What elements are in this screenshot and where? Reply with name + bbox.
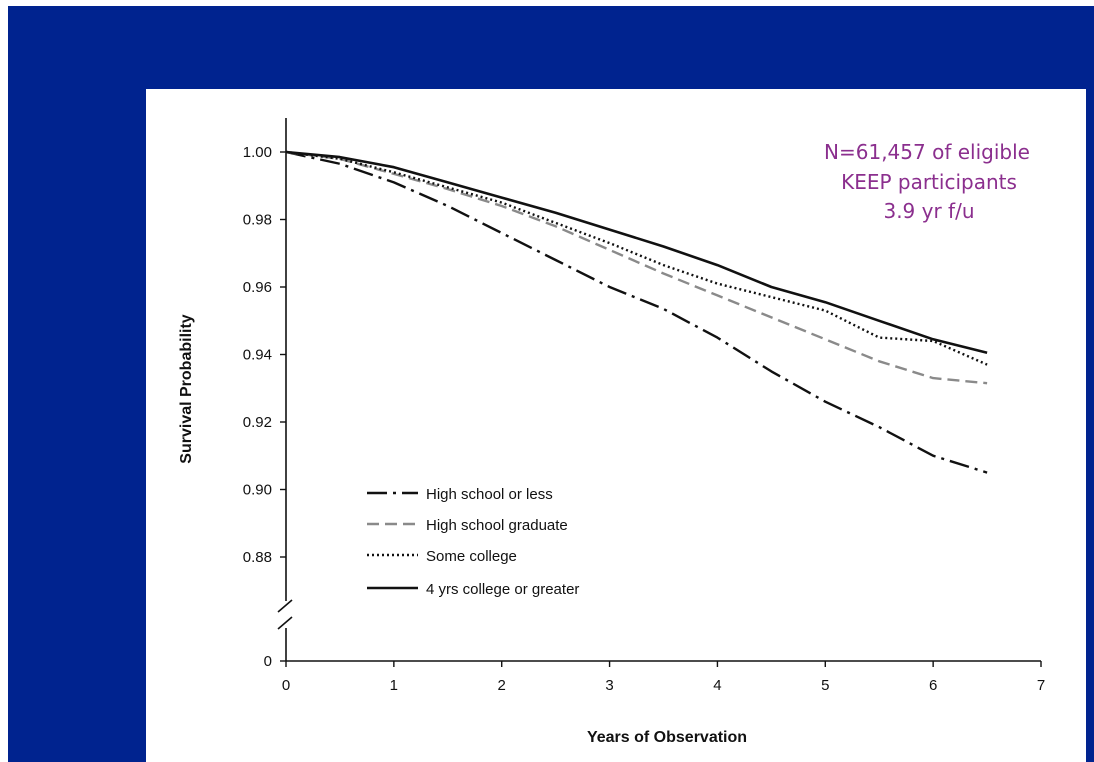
series-line-high-school-graduate [285, 150, 988, 385]
x-tick-label-3: 3 [605, 677, 613, 694]
chart-panel [146, 89, 1086, 762]
y-tick-label-0.92: 0.92 [243, 414, 272, 431]
annotation-line-1: N=61,457 of eligible [824, 140, 1030, 164]
axis-break-mark-1 [277, 599, 293, 613]
x-tick-label-7: 7 [1037, 677, 1045, 694]
annotation-line-3: 3.9 yr f/u [883, 199, 974, 223]
y-tick-label-0.94: 0.94 [243, 347, 272, 364]
axes [277, 118, 1041, 662]
ticks: 0 1 2 3 4 5 6 7 0 0.88 0.90 0.92 0.94 0.96 0.98 1.00 [243, 144, 1045, 694]
y-tick-label-0.88: 0.88 [243, 549, 272, 566]
axis-break-mark-2 [277, 616, 293, 630]
y-tick-label-0.90: 0.90 [243, 482, 272, 499]
legend-label-4yr-college: 4 yrs college or greater [426, 581, 579, 598]
y-tick-label-1.00: 1.00 [243, 144, 272, 161]
x-tick-label-5: 5 [821, 677, 829, 694]
x-tick-label-6: 6 [929, 677, 937, 694]
annotation-line-2: KEEP participants [841, 170, 1017, 194]
legend-label-some-college: Some college [426, 548, 517, 565]
series-line-4-yrs-college-or-greater [285, 150, 988, 355]
x-tick-label-4: 4 [713, 677, 721, 694]
y-tick-label-0.98: 0.98 [243, 212, 272, 229]
x-axis-title: Years of Observation [587, 729, 747, 746]
legend: High school or less High school graduate… [367, 486, 579, 598]
x-tick-label-0: 0 [282, 677, 290, 694]
legend-label-hs-or-less: High school or less [426, 486, 553, 503]
series-line-some-college [285, 150, 988, 366]
y-axis-title: Survival Probability [178, 314, 195, 463]
series [285, 150, 988, 474]
y-tick-label-0.96: 0.96 [243, 279, 272, 296]
x-tick-label-1: 1 [390, 677, 398, 694]
series-line-high-school-or-less [285, 150, 988, 474]
annotation: N=61,457 of eligible KEEP participants 3… [824, 140, 1030, 223]
legend-label-hs-grad: High school graduate [426, 517, 568, 534]
x-tick-label-2: 2 [498, 677, 506, 694]
y-tick-label-0: 0 [264, 653, 272, 670]
